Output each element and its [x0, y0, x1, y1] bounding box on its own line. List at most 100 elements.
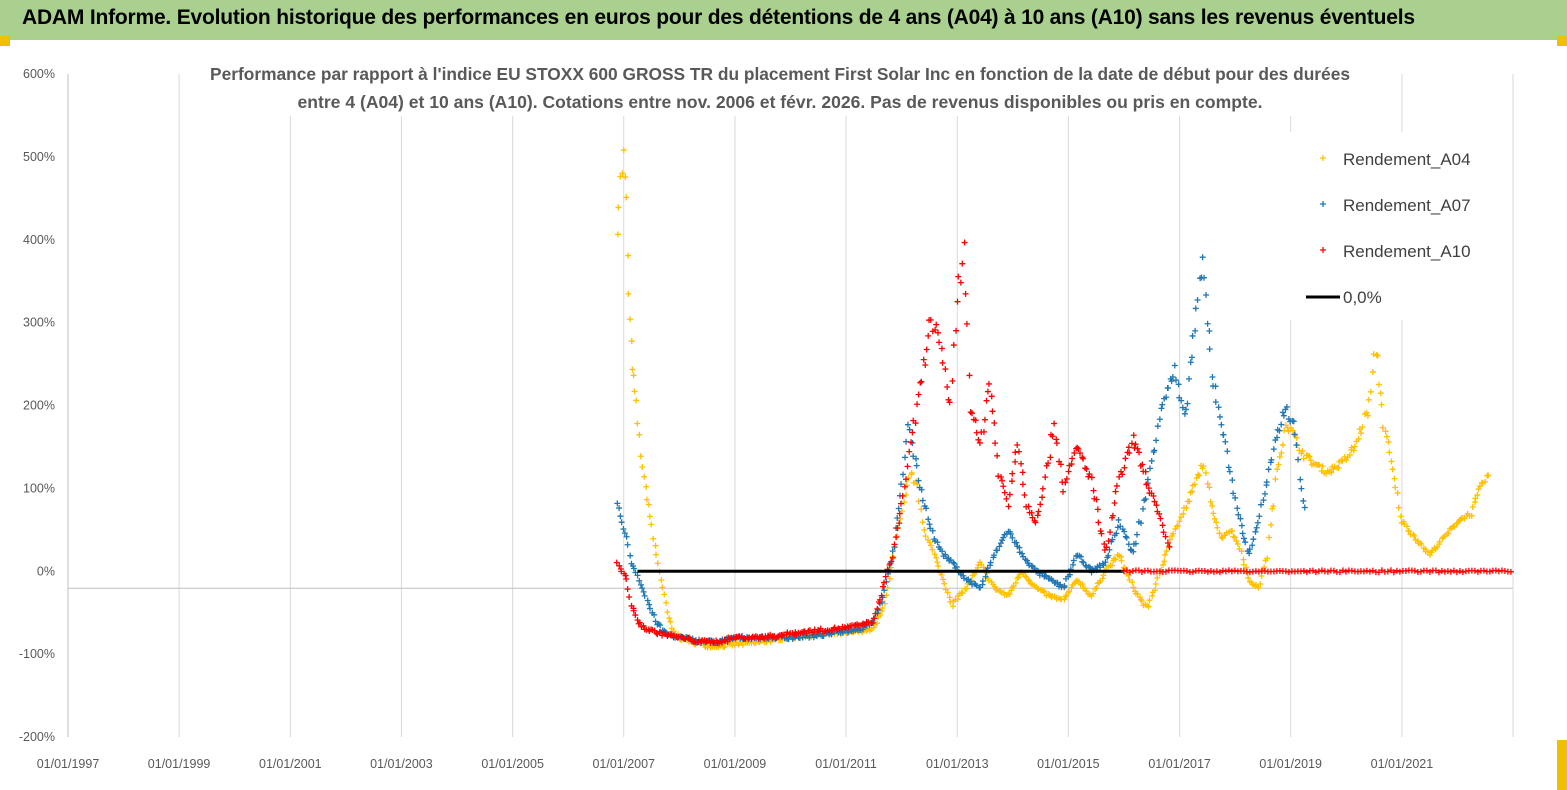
data-point	[997, 540, 1004, 547]
data-point	[1486, 568, 1493, 575]
data-point	[1079, 581, 1086, 588]
data-point	[625, 252, 632, 259]
data-point	[925, 332, 932, 339]
data-point	[1177, 514, 1184, 521]
data-point	[894, 514, 901, 521]
data-point	[637, 453, 644, 460]
data-point	[1130, 432, 1137, 439]
x-tick-label: 01/01/2005	[481, 757, 544, 771]
data-point	[1451, 523, 1458, 530]
data-point	[820, 632, 827, 639]
data-point	[901, 483, 908, 490]
data-point	[1212, 383, 1219, 390]
data-point	[1475, 486, 1482, 493]
data-point	[1053, 440, 1060, 447]
data-point	[1436, 538, 1443, 545]
data-point	[991, 552, 998, 559]
data-point	[1222, 438, 1229, 445]
data-point	[1214, 524, 1221, 531]
data-point	[1256, 513, 1263, 520]
data-point	[1071, 449, 1078, 456]
legend-label: 0,0%	[1343, 288, 1382, 307]
chart-subtitle-line1: Performance par rapport à l'indice EU ST…	[210, 64, 1350, 84]
data-point	[918, 506, 925, 513]
data-point	[1291, 431, 1298, 438]
data-point	[1062, 593, 1069, 600]
data-point	[1188, 354, 1195, 361]
data-point	[1008, 587, 1015, 594]
data-point	[618, 519, 625, 526]
data-point	[891, 541, 898, 548]
data-point	[894, 525, 901, 532]
data-point	[872, 610, 879, 617]
data-point	[616, 562, 623, 569]
data-point	[889, 548, 896, 555]
data-point	[1375, 569, 1382, 576]
data-point	[1051, 420, 1058, 427]
data-point	[1453, 569, 1460, 576]
data-point	[1231, 534, 1238, 541]
data-point	[1057, 461, 1064, 468]
data-point	[1238, 548, 1245, 555]
data-point	[1025, 576, 1032, 583]
legend-label: Rendement_A04	[1343, 150, 1471, 169]
data-point	[1507, 568, 1514, 575]
data-point	[1229, 528, 1236, 535]
data-point	[933, 321, 940, 328]
data-point	[972, 417, 979, 424]
data-point	[1085, 563, 1092, 570]
data-point	[1170, 530, 1177, 537]
data-point	[918, 486, 925, 493]
data-point	[1098, 530, 1105, 537]
data-point	[1152, 581, 1159, 588]
data-point	[879, 583, 886, 590]
series-layer	[613, 147, 1514, 651]
data-point	[877, 612, 884, 619]
data-point	[1219, 567, 1226, 574]
data-point	[614, 231, 621, 238]
data-point	[1209, 502, 1216, 509]
data-point	[868, 619, 875, 626]
data-point	[1014, 575, 1021, 582]
data-point	[630, 372, 637, 379]
data-point	[1222, 568, 1229, 575]
data-point	[1426, 568, 1433, 575]
data-point	[1148, 457, 1155, 464]
data-point	[629, 366, 636, 373]
data-point	[1307, 457, 1314, 464]
gridlines	[67, 74, 1514, 737]
data-point	[1122, 533, 1129, 540]
data-point	[918, 378, 925, 385]
data-point	[1224, 448, 1231, 455]
data-point	[1009, 470, 1016, 477]
data-point	[1179, 404, 1186, 411]
data-point	[1350, 447, 1357, 454]
data-point	[1154, 574, 1161, 581]
data-point	[1318, 567, 1325, 574]
y-tick-label: 500%	[23, 150, 55, 164]
data-point	[1062, 479, 1069, 486]
x-tick-labels: 01/01/1997 01/01/1999 01/01/2001 01/01/2003…	[37, 757, 1434, 771]
data-point	[1303, 569, 1310, 576]
data-point	[929, 546, 936, 553]
data-point	[1192, 327, 1199, 334]
data-point	[893, 534, 900, 541]
data-point	[1270, 446, 1277, 453]
data-point	[1123, 534, 1130, 541]
data-point	[1365, 396, 1372, 403]
data-point	[1225, 464, 1232, 471]
data-point	[953, 327, 960, 334]
data-point	[946, 594, 953, 601]
data-point	[666, 615, 673, 622]
data-point	[1252, 528, 1259, 535]
data-point	[1039, 494, 1046, 501]
data-point	[1240, 535, 1247, 542]
data-point	[1160, 561, 1167, 568]
data-point	[1201, 567, 1208, 574]
data-point	[622, 572, 629, 579]
data-point	[1299, 448, 1306, 455]
data-point	[1382, 428, 1389, 435]
data-point	[1471, 567, 1478, 574]
data-point	[1065, 468, 1072, 475]
data-point	[1364, 412, 1371, 419]
